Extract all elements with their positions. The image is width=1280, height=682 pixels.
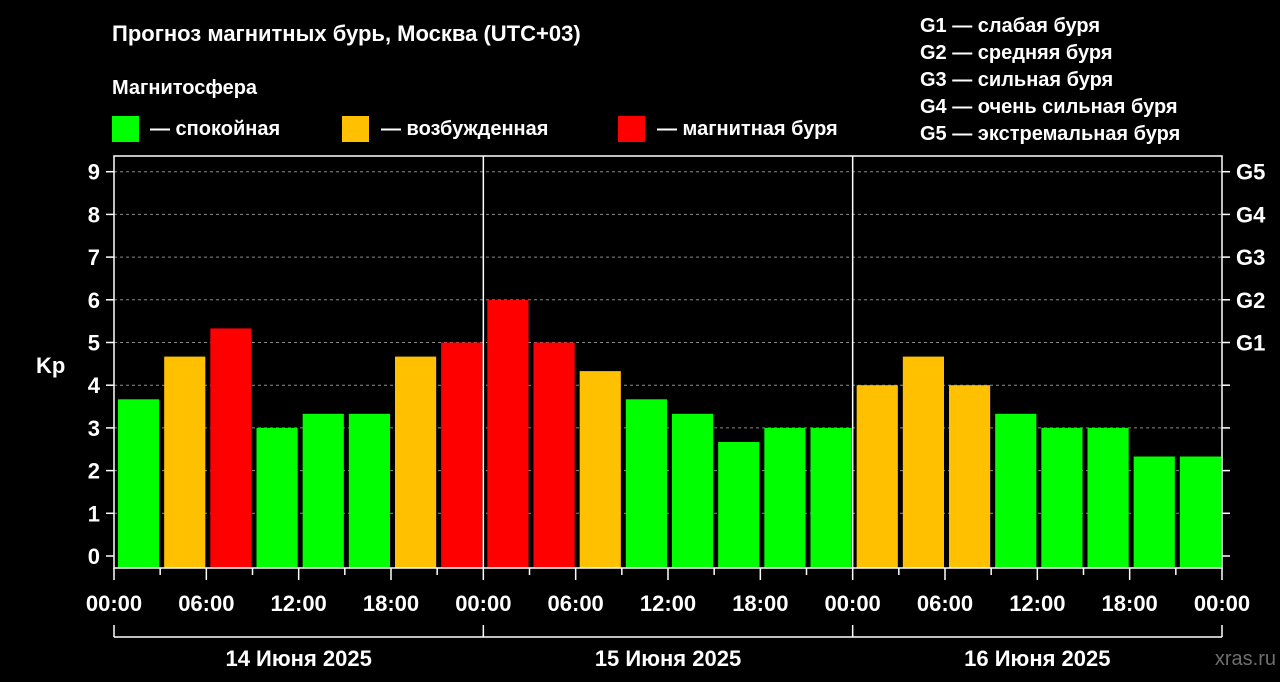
bar [302,413,344,568]
bar [902,356,944,568]
bar [995,413,1037,568]
bar [1179,456,1221,568]
y-tick-label: 1 [88,501,100,526]
g-scale-g3: G3 — сильная буря [920,69,1113,91]
day-label: 16 Июня 2025 [964,646,1110,671]
bar [395,356,437,568]
bar [949,385,991,568]
legend-swatch-active [342,116,369,142]
x-tick-label: 06:00 [178,591,234,616]
bar [810,427,852,568]
y-tick-label: 8 [88,202,100,227]
bar [718,441,760,568]
g-scale-g2: G2 — средняя буря [920,42,1113,64]
bar [672,413,714,568]
right-tick-label: G5 [1236,160,1265,185]
right-tick-label: G2 [1236,288,1265,313]
bar [764,427,806,568]
right-tick-label: G3 [1236,245,1265,270]
right-tick-label: G1 [1236,331,1265,356]
legend-label-quiet: — спокойная [150,118,280,140]
x-tick-label: 12:00 [271,591,327,616]
bar [533,342,575,568]
legend-swatch-storm [618,116,645,142]
y-tick-label: 6 [88,288,100,313]
y-tick-label: 3 [88,416,100,441]
y-tick-label: 4 [88,373,101,398]
bar [1041,427,1083,568]
bar [579,371,621,568]
y-tick-label: 5 [88,331,100,356]
x-tick-label: 06:00 [548,591,604,616]
legend-label-storm: — магнитная буря [657,118,838,140]
y-tick-label: 9 [88,160,100,185]
x-tick-label: 00:00 [86,591,142,616]
x-tick-label: 18:00 [1102,591,1158,616]
x-tick-label: 18:00 [732,591,788,616]
bar [118,399,160,568]
right-tick-label: G4 [1236,202,1266,227]
x-tick-label: 00:00 [1194,591,1250,616]
bar [625,399,667,568]
y-axis-label: Kp [36,353,65,378]
day-label: 15 Июня 2025 [595,646,741,671]
x-tick-label: 00:00 [825,591,881,616]
y-tick-label: 7 [88,245,100,270]
bar [1087,427,1129,568]
x-tick-label: 12:00 [640,591,696,616]
g-scale-g4: G4 — очень сильная буря [920,96,1178,118]
bar [164,356,206,568]
chart-title: Прогноз магнитных бурь, Москва (UTC+03) [112,21,581,46]
bar [487,299,529,568]
bars [118,299,1221,568]
x-tick-label: 18:00 [363,591,419,616]
bar [441,342,483,568]
day-label: 14 Июня 2025 [225,646,371,671]
gridlines [114,171,1222,514]
bar [856,385,898,568]
legend-heading: Магнитосфера [112,77,258,99]
axes: 0 1 2 3 4 5 6 7 8 9 G1 G2 G3 G4 G5 00:00 06:00 12:00 18:00… [86,155,1266,671]
y-tick-label: 0 [88,544,100,569]
y-tick-label: 2 [88,459,100,484]
bar [210,328,252,568]
x-tick-label: 12:00 [1009,591,1065,616]
bar [1133,456,1175,568]
g-scale-g1: G1 — слабая буря [920,15,1100,37]
legend-label-active: — возбужденная [381,118,548,140]
watermark: xras.ru [1215,648,1276,670]
bar [348,413,390,568]
x-tick-label: 00:00 [455,591,511,616]
x-tick-label: 06:00 [917,591,973,616]
bar [256,427,298,568]
legend-swatch-quiet [112,116,139,142]
g-scale-g5: G5 — экстремальная буря [920,123,1180,145]
